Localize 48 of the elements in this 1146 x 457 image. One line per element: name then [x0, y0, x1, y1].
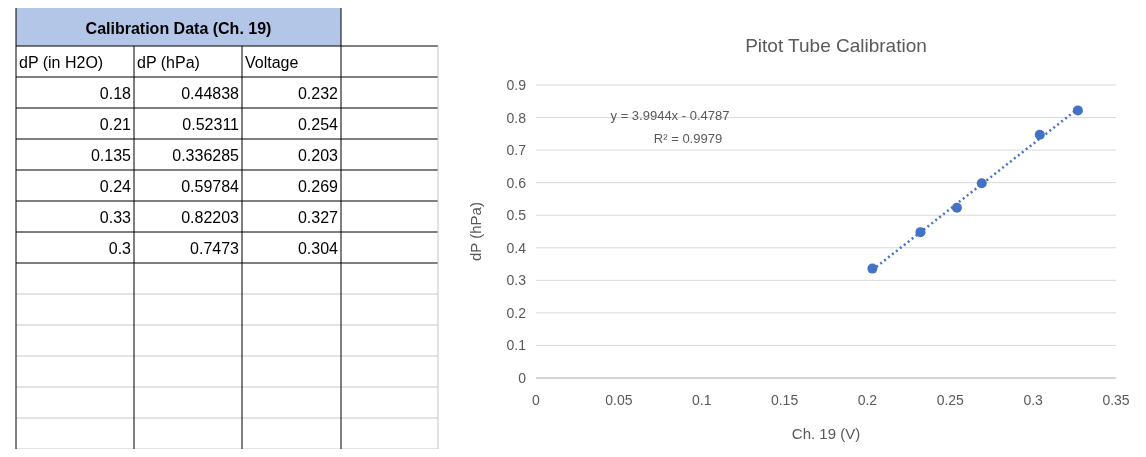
text: 0.336285 — [172, 147, 240, 164]
x-tick-label: 0.35 — [1102, 392, 1130, 408]
point — [1034, 129, 1045, 140]
y-tick-label: 0.1 — [506, 337, 527, 354]
x-tick-label: 0.25 — [936, 392, 965, 408]
y-tick-label: 0 — [518, 370, 527, 386]
chart-title: Pitot Tube Calibration — [745, 35, 927, 56]
text: 0.135 — [90, 147, 132, 164]
y-tick-label: 0.6 — [506, 174, 527, 191]
x-tick-label: 0.05 — [605, 392, 633, 408]
y-tick-label: 0.9 — [506, 77, 527, 93]
x-tick-label: 0.2 — [857, 392, 878, 408]
text: 0.21 — [99, 116, 132, 133]
text: 0.304 — [297, 240, 339, 257]
y-axis-title: dP (hPa) — [467, 202, 484, 261]
x-tick-label: 0.15 — [770, 392, 799, 408]
text: 0.254 — [297, 116, 339, 133]
text: 0.203 — [297, 147, 339, 164]
category-label: Voltage — [245, 54, 299, 71]
y-tick-label: 0.5 — [506, 207, 527, 224]
text: 0.24 — [99, 178, 132, 195]
y-tick-label: 0.2 — [506, 304, 527, 321]
text: 0.327 — [297, 209, 339, 226]
annotation: R² = 0.9979 — [653, 131, 723, 146]
text: 0.59784 — [181, 178, 240, 195]
y-tick-label: 0.7 — [506, 142, 527, 159]
point — [951, 202, 962, 213]
x-tick-label: 0.3 — [1023, 392, 1044, 408]
text: 0.33 — [99, 209, 132, 226]
text: 0.3 — [108, 240, 132, 257]
point — [1072, 105, 1083, 116]
text: 0.18 — [99, 85, 132, 102]
annotation: y = 3.9944x - 0.4787 — [610, 108, 730, 123]
text: 0.44838 — [181, 85, 240, 102]
text: 0.82203 — [181, 209, 240, 226]
category-label: dP (hPa) — [137, 54, 200, 71]
text: 0.269 — [297, 178, 339, 195]
y-tick-label: 0.8 — [506, 109, 527, 126]
text: 0.52311 — [182, 116, 240, 133]
x-tick-label: 0.1 — [691, 392, 712, 408]
text: 0.7473 — [190, 240, 240, 257]
y-tick-label: 0.3 — [506, 272, 527, 289]
x-tick-label: 0 — [532, 392, 541, 408]
text: 0.232 — [297, 85, 339, 102]
y-tick-label: 0.4 — [506, 239, 527, 256]
category-label: dP (in H2O) — [19, 54, 104, 71]
x-axis-title: Ch. 19 (V) — [791, 425, 861, 442]
text: Calibration Data (Ch. 19) — [85, 20, 272, 37]
